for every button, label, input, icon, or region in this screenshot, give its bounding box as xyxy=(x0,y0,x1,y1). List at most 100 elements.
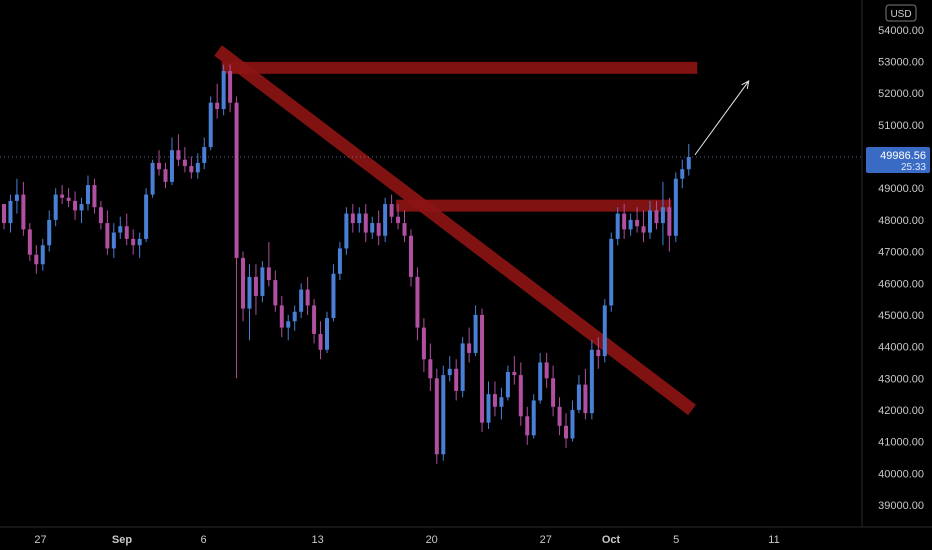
candle-body xyxy=(660,207,665,224)
candle-body xyxy=(570,409,575,439)
countdown-label: 25:33 xyxy=(901,162,926,173)
candle-body xyxy=(189,166,194,173)
candle-body xyxy=(312,305,317,334)
candle-body xyxy=(648,210,652,233)
candle-body xyxy=(195,162,200,173)
candle-body xyxy=(602,305,607,357)
currency-badge[interactable] xyxy=(885,4,917,22)
candle-body xyxy=(408,235,413,277)
candle-body xyxy=(14,194,19,201)
candle-body xyxy=(8,200,13,224)
candle-body xyxy=(441,375,446,455)
candle-body xyxy=(234,102,239,258)
candle-body xyxy=(21,194,26,230)
candle-body xyxy=(564,425,569,439)
candle-body xyxy=(111,232,116,249)
candle-body xyxy=(596,349,601,357)
descending-trendline xyxy=(214,45,697,416)
target-arrow xyxy=(694,80,750,156)
x-tick-label: 5 xyxy=(673,534,679,546)
candle-body xyxy=(137,238,142,246)
y-tick-label: 44000.00 xyxy=(878,342,924,354)
y-tick-label: 48000.00 xyxy=(878,215,924,227)
candle-body xyxy=(370,223,375,233)
candle-body xyxy=(389,204,394,217)
candle-body xyxy=(467,343,472,353)
candle-body xyxy=(615,213,620,239)
candle-body xyxy=(208,102,213,148)
y-tick-label: 40000.00 xyxy=(878,468,924,480)
y-tick-label: 41000.00 xyxy=(878,437,924,449)
x-tick-label: Oct xyxy=(602,534,621,546)
x-tick-label: 6 xyxy=(200,534,206,546)
candle-body xyxy=(337,248,342,274)
time-axis[interactable]: 27 Sep 6 13 20 27 Oct 5 11 xyxy=(34,534,779,546)
candle-body xyxy=(428,359,433,379)
y-tick-label: 39000.00 xyxy=(878,500,924,512)
candle-body xyxy=(480,314,485,423)
breakout-zone xyxy=(396,199,672,212)
candle-body xyxy=(544,362,549,379)
candle-body xyxy=(434,378,439,455)
upper-resistance-zone xyxy=(221,61,698,74)
candle-body xyxy=(60,194,65,198)
candle-body xyxy=(686,156,691,170)
candle-body xyxy=(247,276,252,309)
candle-body xyxy=(473,314,478,353)
candle-body xyxy=(609,238,614,306)
candle-body xyxy=(53,194,58,220)
candle-body xyxy=(518,375,523,417)
y-tick-label: 51000.00 xyxy=(878,120,924,132)
candle-body xyxy=(641,226,646,233)
candle-body xyxy=(124,226,129,239)
candle-body xyxy=(79,204,84,211)
candle-body xyxy=(318,333,323,350)
candle-body xyxy=(376,223,381,236)
candle-body xyxy=(105,223,110,249)
candle-body xyxy=(492,394,497,407)
candle-body xyxy=(454,368,459,391)
candle-body xyxy=(292,311,297,322)
candle-body xyxy=(150,162,155,195)
candle-body xyxy=(357,213,362,224)
grid xyxy=(0,0,932,528)
x-tick-label: 27 xyxy=(540,534,552,546)
candle-body xyxy=(486,394,491,423)
candle-body xyxy=(576,384,581,410)
candle-body xyxy=(34,254,39,265)
candle-body xyxy=(551,378,556,407)
candle-body xyxy=(331,273,336,319)
candle-body xyxy=(635,219,640,227)
candle-body xyxy=(2,204,6,224)
y-tick-label: 46000.00 xyxy=(878,278,924,290)
candle-body xyxy=(73,200,78,211)
x-tick-label: 13 xyxy=(311,534,323,546)
candle-body xyxy=(667,207,672,236)
candle-body xyxy=(176,150,181,160)
y-tick-label: 42000.00 xyxy=(878,405,924,417)
candle-body xyxy=(363,213,368,233)
candle-body xyxy=(266,267,271,281)
candle-body xyxy=(557,406,562,426)
candles xyxy=(2,64,691,464)
candle-body xyxy=(325,318,329,350)
x-tick-label: Sep xyxy=(112,534,132,546)
candle-body xyxy=(98,207,103,224)
candle-body xyxy=(131,238,136,246)
candle-body xyxy=(421,327,426,360)
candle-body xyxy=(47,219,52,246)
candle-body xyxy=(40,245,45,265)
candle-body xyxy=(583,384,588,414)
candle-body xyxy=(499,397,504,407)
candle-body xyxy=(402,223,407,236)
candle-body xyxy=(350,213,355,224)
candle-body xyxy=(538,362,543,401)
candle-body xyxy=(622,213,627,230)
price-axis[interactable]: 39000.00 40000.00 41000.00 42000.00 43000.00… xyxy=(866,4,930,512)
candle-body xyxy=(383,204,388,236)
candle-body xyxy=(680,169,685,179)
last-price-badge[interactable] xyxy=(866,146,930,173)
candle-body xyxy=(525,416,530,436)
